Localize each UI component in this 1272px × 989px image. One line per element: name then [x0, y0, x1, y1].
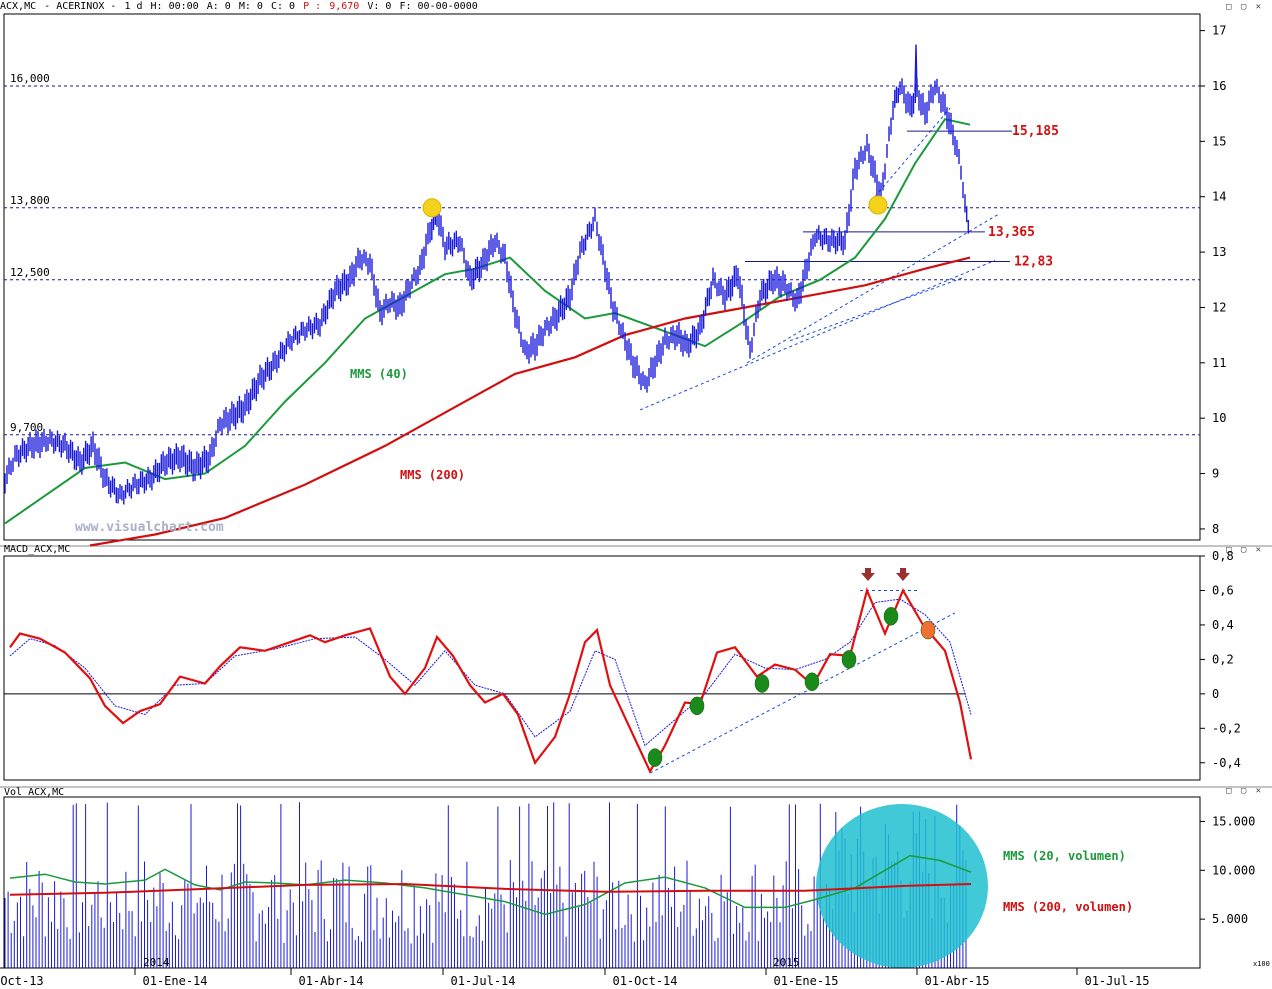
level-label: 16,000: [10, 72, 50, 85]
signal-line: [9, 598, 972, 747]
y-tick-label: 14: [1212, 190, 1226, 204]
year-label: 2014: [143, 956, 170, 969]
watermark: www.visualchart.com: [75, 520, 224, 535]
macd-cross-marker: [647, 748, 663, 767]
header-p-label: P :: [303, 1, 322, 12]
x-tick-label: 01-Abr-14: [298, 974, 363, 988]
price-bars: [4, 78, 969, 505]
y-tick-label: 0,2: [1212, 652, 1234, 666]
y-tick-label: 12: [1212, 300, 1226, 314]
price-annotation: 15,185: [1012, 124, 1059, 139]
y-tick-label: 13: [1212, 245, 1226, 259]
level-label: 12,500: [10, 266, 50, 279]
panel-frame-1: [3, 555, 1201, 781]
mms200-label: MMS (200): [400, 468, 465, 482]
y-tick-label: 0,4: [1212, 618, 1234, 632]
down-arrow-icon: [861, 568, 875, 581]
price-annotation: 13,365: [988, 225, 1035, 240]
header-p-value: 9,670: [329, 1, 360, 12]
y-tick-label: 10: [1212, 411, 1226, 425]
x-tick-label: Oct-13: [0, 974, 43, 988]
macd-cross-marker: [883, 607, 899, 626]
level-label: 9,700: [10, 421, 43, 434]
y-tick-label: 0: [1212, 687, 1219, 701]
y-tick-label: 16: [1212, 79, 1226, 93]
highlight-circle: [868, 195, 888, 215]
vol-mms200-line: [9, 882, 972, 896]
macd-trendline: [649, 612, 956, 774]
price-spike: [914, 44, 918, 92]
highlight-circle: [422, 198, 442, 218]
y-tick-label: 9: [1212, 467, 1219, 481]
price-window-buttons[interactable]: □ ▢ ✕: [1226, 2, 1264, 12]
x-tick-label: 01-Ene-15: [773, 974, 838, 988]
vol-window-buttons[interactable]: □ ▢ ✕: [1226, 786, 1264, 796]
header-symbol: ACX,MC: [0, 1, 37, 12]
volume-title: Vol_ACX,MC: [4, 787, 64, 798]
support-trendline: [746, 212, 1001, 364]
macd-cross-marker: [689, 696, 705, 716]
down-arrow-icon: [896, 568, 910, 581]
macd-line: [9, 587, 973, 774]
year-label: 2015: [773, 956, 800, 969]
y-tick-label: 8: [1212, 522, 1219, 536]
x-tick-label: 01-Jul-14: [450, 974, 515, 988]
header-v: V: 0: [367, 1, 392, 12]
support-trendline: [639, 259, 996, 411]
x-tick-label: 01-Abr-15: [924, 974, 989, 988]
panel-frame-2: [3, 796, 1201, 969]
y-tick-label: 5.000: [1212, 912, 1248, 926]
mms200-line: [89, 256, 971, 547]
price-annotation: 12,83: [1014, 254, 1053, 269]
y-tick-label: -0,2: [1212, 721, 1241, 735]
macd-cross-marker: [920, 620, 936, 640]
y-tick-label: 15: [1212, 134, 1226, 148]
y-tick-label: 11: [1212, 356, 1226, 370]
chart-header: ACX,MC - ACERINOX - 1 d H: 00:00 A: 0 M:…: [0, 0, 1272, 14]
y-tick-label: 10.000: [1212, 863, 1255, 877]
level-label: 13,800: [10, 194, 50, 207]
y-tick-label: 15.000: [1212, 814, 1255, 828]
macd-cross-marker: [804, 672, 820, 692]
header-a: A: 0: [206, 1, 231, 12]
header-f: F: 00-00-0000: [399, 1, 478, 12]
unit-label: x100: [1253, 960, 1270, 968]
mms40-line: [4, 118, 971, 525]
macd-title: MACD_ACX,MC: [4, 544, 70, 555]
macd-cross-marker: [841, 650, 857, 669]
y-tick-label: 0,6: [1212, 583, 1234, 597]
header-c: C: 0: [270, 1, 296, 12]
header-name: - ACERINOX -: [44, 1, 117, 12]
support-trendline: [789, 276, 966, 342]
x-tick-label: 01-Ene-14: [142, 974, 207, 988]
header-m: M: 0: [238, 1, 263, 12]
support-trendline: [874, 107, 951, 198]
x-tick-label: 01-Jul-15: [1084, 974, 1149, 988]
y-tick-label: 17: [1212, 24, 1226, 38]
x-tick-label: 01-Oct-14: [612, 974, 677, 988]
macd-cross-marker: [754, 674, 770, 693]
vol-mms20-label: MMS (20, volumen): [1003, 849, 1126, 863]
header-period: 1 d: [124, 1, 143, 12]
vol-mms20-line: [9, 854, 972, 916]
y-tick-label: -0,4: [1212, 756, 1241, 770]
macd-window-buttons[interactable]: □ ▢ ✕: [1226, 545, 1264, 555]
header-h: H: 00:00: [150, 1, 199, 12]
vol-mms200-label: MMS (200, volumen): [1003, 900, 1133, 914]
y-tick-label: 0,8: [1212, 549, 1234, 563]
mms40-label: MMS (40): [350, 367, 408, 381]
